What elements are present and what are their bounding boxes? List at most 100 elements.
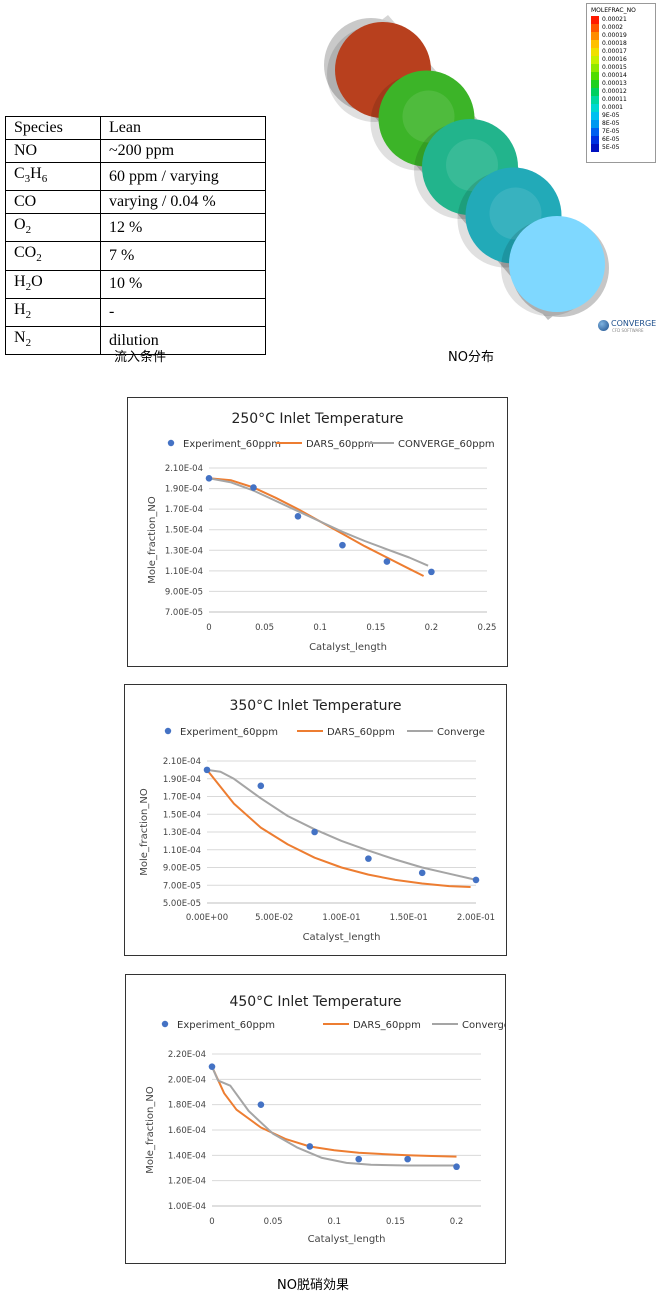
colorbar-entry: 0.00019 <box>591 32 627 40</box>
table-row: H2- <box>5 297 266 327</box>
x-tick-label: 0.05 <box>264 1217 283 1227</box>
lean-value-cell: ~200 ppm <box>100 139 266 163</box>
converge-logo-text: CONVERGE <box>611 319 657 328</box>
species-cell: O2 <box>5 213 101 243</box>
data-point <box>250 484 257 491</box>
y-tick-label: 1.50E-04 <box>165 526 203 536</box>
legend-label: CONVERGE_60ppm <box>398 439 495 450</box>
data-point <box>355 1155 363 1163</box>
colorbar-entry: 0.00016 <box>591 56 627 64</box>
x-tick-label: 0.25 <box>478 623 497 633</box>
colorbar-label: 8E-05 <box>602 120 620 127</box>
y-tick-label: 1.00E-04 <box>168 1202 206 1212</box>
y-tick-label: 1.30E-04 <box>165 546 203 556</box>
colorbar-entry: 5E-05 <box>591 144 619 152</box>
table-header-row: Species Lean <box>5 116 266 140</box>
y-tick-label: 1.70E-04 <box>163 793 201 803</box>
colorbar-label: 6E-05 <box>602 136 620 143</box>
species-table: Species Lean NO ~200 ppm C3H6 60 ppm / vary… <box>5 116 266 356</box>
x-axis-label: Catalyst_length <box>308 1234 386 1245</box>
x-tick-label: 0.05 <box>255 623 274 633</box>
species-cell: N2 <box>5 325 101 356</box>
colorbar-label: 0.00017 <box>602 48 627 55</box>
contour-disk <box>509 216 605 312</box>
colorbar-swatch <box>591 88 599 96</box>
colorbar-swatch <box>591 104 599 112</box>
x-axis-label: Catalyst_length <box>309 642 387 653</box>
legend-label: Experiment_60ppm <box>177 1020 275 1031</box>
colorbar-entry: 6E-05 <box>591 136 619 144</box>
data-point <box>257 782 265 790</box>
chart-title: 350°C Inlet Temperature <box>229 698 401 714</box>
x-tick-label: 0.2 <box>425 623 439 633</box>
colorbar-label: 9E-05 <box>602 112 620 119</box>
caption-no-distribution: NO分布 <box>448 350 494 365</box>
lean-value-cell: - <box>100 297 266 327</box>
species-symbol: H <box>14 272 26 290</box>
colorbar-entry: 0.0002 <box>591 24 623 32</box>
y-tick-label: 2.20E-04 <box>168 1050 206 1060</box>
colorbar-swatch <box>591 72 599 80</box>
species-symbol: C <box>14 165 25 182</box>
no-distribution-contour <box>324 15 609 320</box>
x-tick-label: 2.00E-01 <box>457 913 495 923</box>
colorbar-label: 0.00021 <box>602 16 627 23</box>
x-axis-label: Catalyst_length <box>303 932 381 943</box>
x-tick-label: 0.15 <box>366 623 385 633</box>
contour-colorbar: MOLEFRAC_NO 0.00021 0.0002 0.00019 0.00018 0… <box>586 3 656 163</box>
legend-label: Experiment_60ppm <box>180 727 278 738</box>
colorbar-swatch <box>591 128 599 136</box>
y-tick-label: 1.70E-04 <box>165 505 203 515</box>
table-row: NO ~200 ppm <box>5 139 266 163</box>
contour-disk-group <box>327 22 605 316</box>
colorbar-entry: 0.00011 <box>591 96 627 104</box>
colorbar-entry: 0.0001 <box>591 104 623 112</box>
data-point <box>294 513 302 520</box>
legend-marker <box>161 1020 169 1028</box>
data-point <box>339 541 346 549</box>
species-subscript: 2 <box>25 280 32 293</box>
y-tick-label: 1.90E-04 <box>163 775 201 785</box>
species-symbol: H <box>14 300 26 318</box>
chart-250c: 250°C Inlet Temperature Experiment_60ppm D… <box>127 397 508 667</box>
data-point <box>404 1155 411 1163</box>
species-subscript: 2 <box>36 252 42 265</box>
table-row: CO varying / 0.04 % <box>5 190 266 215</box>
legend-label: DARS_60ppm <box>306 439 374 450</box>
data-point <box>453 1163 460 1171</box>
chart-250c-svg: 250°C Inlet Temperature Experiment_60ppm D… <box>147 411 497 653</box>
species-symbol: O <box>31 272 43 290</box>
colorbar-swatch <box>591 40 599 48</box>
colorbar-swatch <box>591 112 599 120</box>
lean-value-cell: 60 ppm / varying <box>100 161 266 192</box>
colorbar-entry: 0.00014 <box>591 72 627 80</box>
colorbar-label: 5E-05 <box>602 144 620 151</box>
colorbar-label: 0.00018 <box>602 40 627 47</box>
colorbar-swatch <box>591 120 599 128</box>
x-tick-label: 0.15 <box>386 1217 405 1227</box>
data-point <box>306 1143 314 1150</box>
colorbar-label: 0.00016 <box>602 56 627 63</box>
legend-label: Converge <box>462 1020 505 1031</box>
colorbar-label: 0.00012 <box>602 88 627 95</box>
colorbar-swatch <box>591 56 599 64</box>
species-cell: C3H6 <box>5 161 101 192</box>
colorbar-swatch <box>591 96 599 104</box>
y-tick-label: 1.10E-04 <box>165 567 203 577</box>
series-line <box>206 769 471 888</box>
series-line <box>211 1066 457 1167</box>
table-row: C3H6 60 ppm / varying <box>5 161 266 192</box>
species-symbol: CO <box>14 193 37 211</box>
colorbar-entry: 7E-05 <box>591 128 619 136</box>
colorbar-label: 0.00014 <box>602 72 627 79</box>
y-tick-label: 1.60E-04 <box>168 1126 206 1136</box>
table-row: O2 12 % <box>5 213 266 243</box>
y-tick-label: 7.00E-05 <box>165 608 203 618</box>
species-cell: H2 <box>5 297 101 327</box>
y-tick-label: 1.10E-04 <box>163 846 201 856</box>
colorbar-label: 0.00011 <box>602 96 627 103</box>
species-cell: H2O <box>5 269 101 299</box>
colorbar-label: 0.00019 <box>602 32 627 39</box>
y-tick-label: 1.40E-04 <box>168 1151 206 1161</box>
legend-label: Converge <box>437 727 485 738</box>
